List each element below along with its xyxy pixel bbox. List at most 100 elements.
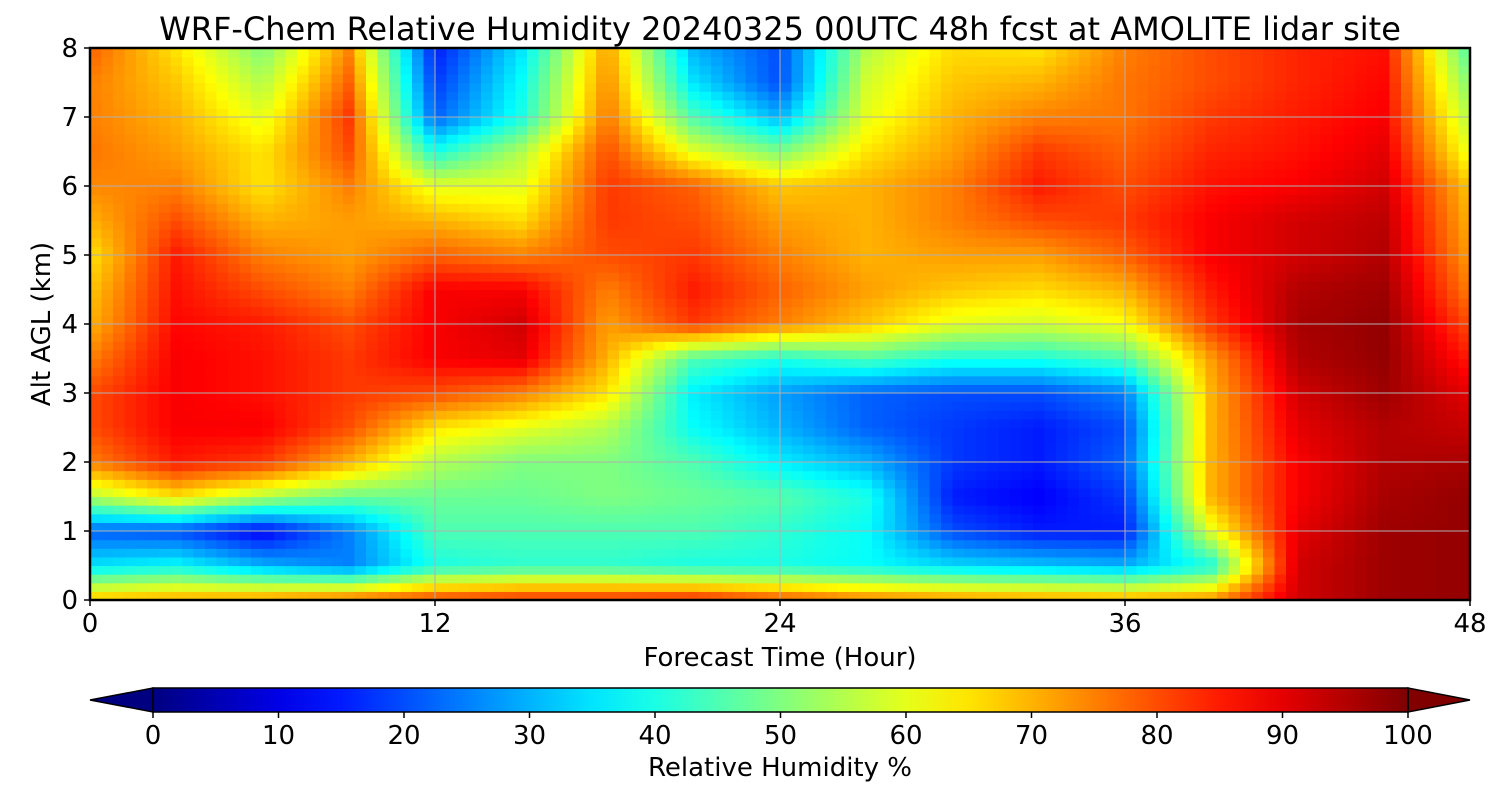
heatmap-cell: [1240, 418, 1253, 429]
heatmap-cell: [147, 574, 160, 584]
heatmap-cell: [435, 272, 448, 282]
heatmap-cell: [987, 384, 1000, 394]
heatmap-cell: [550, 591, 563, 600]
heatmap-cell: [1067, 280, 1080, 291]
heatmap-cell: [1309, 341, 1322, 351]
heatmap-cell: [354, 306, 367, 316]
heatmap-cell: [113, 444, 126, 454]
heatmap-cell: [699, 539, 712, 549]
heatmap-cell: [619, 393, 632, 403]
heatmap-cell: [561, 289, 574, 299]
heatmap-cell: [998, 539, 1011, 549]
heatmap-cell: [1171, 496, 1184, 506]
heatmap-cell: [1435, 531, 1448, 541]
heatmap-cell: [1194, 531, 1207, 541]
heatmap-cell: [251, 367, 264, 377]
heatmap-cell: [1297, 375, 1310, 385]
heatmap-cell: [435, 496, 448, 506]
heatmap-cell: [1458, 436, 1470, 446]
heatmap-cell: [320, 479, 333, 489]
heatmap-cell: [182, 565, 195, 575]
heatmap-cell: [297, 444, 310, 454]
heatmap-cell: [1240, 375, 1253, 385]
heatmap-cell: [987, 582, 1000, 592]
heatmap-cell: [998, 565, 1011, 575]
heatmap-cell: [895, 444, 908, 454]
heatmap-cell: [584, 341, 597, 351]
heatmap-cell: [1343, 531, 1356, 541]
heatmap-cell: [1102, 470, 1115, 480]
heatmap-cell: [1458, 375, 1470, 385]
heatmap-cell: [515, 522, 528, 532]
heatmap-cell: [538, 358, 551, 368]
heatmap-cell: [1044, 367, 1057, 377]
heatmap-cell: [481, 505, 494, 515]
heatmap-cell: [389, 298, 402, 308]
heatmap-cell: [941, 246, 954, 256]
heatmap-cell: [757, 427, 770, 437]
heatmap-cell: [952, 280, 965, 291]
heatmap-cell: [90, 315, 103, 325]
heatmap-cell: [734, 246, 747, 256]
heatmap-cell: [1412, 349, 1425, 360]
heatmap-cell: [389, 582, 402, 592]
heatmap-cell: [619, 367, 632, 377]
heatmap-cell: [193, 298, 206, 308]
heatmap-cell: [1332, 427, 1345, 437]
heatmap-cell: [665, 496, 678, 506]
heatmap-cell: [182, 280, 195, 291]
heatmap-cell: [1332, 410, 1345, 420]
heatmap-cell: [1033, 565, 1046, 575]
heatmap-cell: [1355, 263, 1368, 273]
heatmap-cell: [918, 565, 931, 575]
heatmap-cell: [1309, 522, 1322, 532]
heatmap-cell: [803, 384, 816, 394]
heatmap-cell: [734, 306, 747, 316]
heatmap-cell: [159, 280, 172, 291]
heatmap-cell: [412, 462, 425, 472]
heatmap-cell: [1378, 358, 1391, 368]
heatmap-cell: [1067, 263, 1080, 273]
heatmap-cell: [170, 418, 183, 429]
heatmap-cell: [849, 298, 862, 308]
heatmap-cell: [458, 574, 471, 584]
heatmap-cell: [1320, 582, 1333, 592]
heatmap-cell: [458, 324, 471, 334]
heatmap-cell: [1159, 582, 1172, 592]
heatmap-cell: [619, 358, 632, 368]
heatmap-cell: [688, 298, 701, 308]
heatmap-cell: [642, 574, 655, 584]
heatmap-cell: [987, 436, 1000, 446]
heatmap-cell: [1205, 306, 1218, 316]
heatmap-cell: [745, 453, 758, 463]
heatmap-cell: [1044, 393, 1057, 403]
heatmap-cell: [446, 531, 459, 541]
heatmap-cell: [1217, 410, 1230, 420]
heatmap-cell: [722, 393, 735, 403]
heatmap-cell: [1320, 453, 1333, 463]
heatmap-cell: [676, 574, 689, 584]
heatmap-cell: [596, 298, 609, 308]
heatmap-cell: [711, 427, 724, 437]
heatmap-cell: [791, 418, 804, 429]
heatmap-cell: [228, 237, 241, 247]
heatmap-cell: [665, 453, 678, 463]
heatmap-cell: [814, 453, 827, 463]
heatmap-cell: [1194, 341, 1207, 351]
heatmap-cell: [377, 444, 390, 454]
heatmap-cell: [469, 375, 482, 385]
heatmap-cell: [1378, 531, 1391, 541]
heatmap-cell: [389, 556, 402, 567]
heatmap-cell: [492, 427, 505, 437]
heatmap-cell: [1182, 384, 1195, 394]
heatmap-cell: [101, 418, 114, 429]
heatmap-cell: [734, 263, 747, 273]
heatmap-cell: [1320, 436, 1333, 446]
heatmap-cell: [596, 487, 609, 498]
heatmap-cell: [630, 306, 643, 316]
heatmap-cell: [1079, 505, 1092, 515]
heatmap-cell: [1033, 479, 1046, 489]
heatmap-cell: [1056, 272, 1069, 282]
heatmap-cell: [895, 315, 908, 325]
heatmap-cell: [400, 341, 413, 351]
